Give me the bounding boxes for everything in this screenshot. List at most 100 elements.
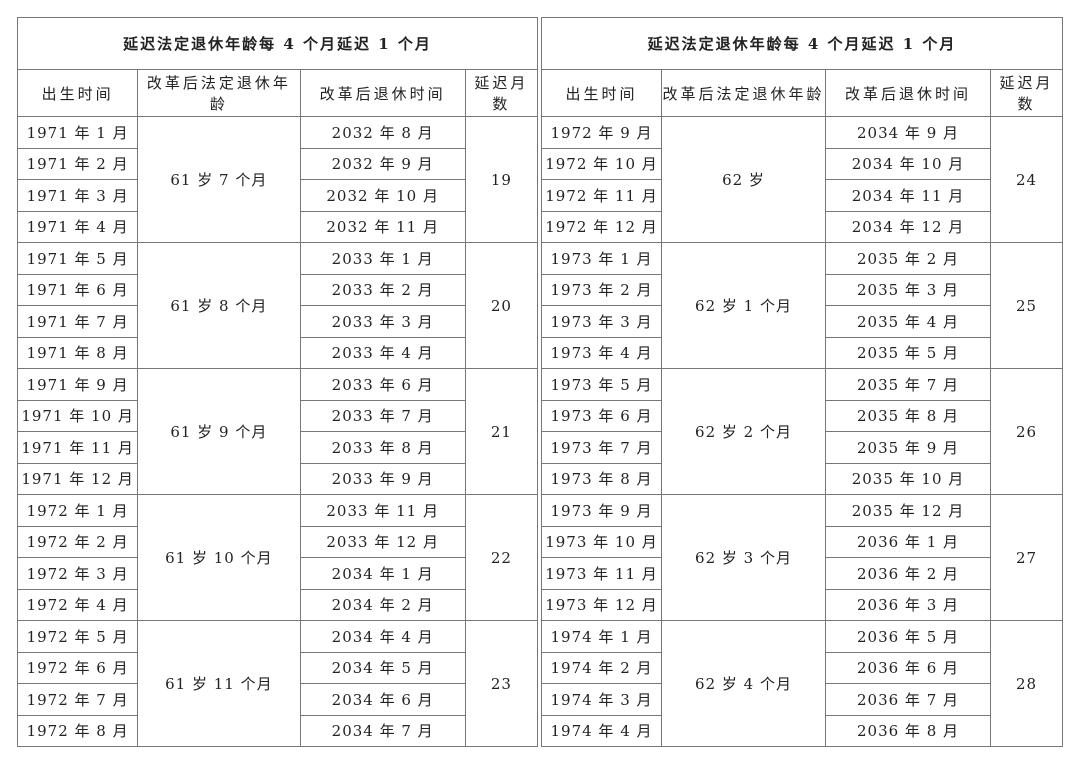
retirement-time-cell: 2034 年 10 月 <box>825 147 991 180</box>
birth-time-cell: 1971 年 10 月 <box>16 399 139 432</box>
retirement-time-cell: 2033 年 7 月 <box>299 399 466 432</box>
birth-time-cell: 1971 年 1 月 <box>16 116 139 149</box>
retirement-time-cell: 2034 年 12 月 <box>825 210 991 243</box>
table-row: 1973 年 1 月 62 岁 1 个月 2035 年 2 月 25 <box>541 242 1064 369</box>
delay-months-cell: 23 <box>464 620 539 747</box>
retirement-time-cell: 2035 年 10 月 <box>825 462 991 495</box>
birth-time-cell: 1974 年 1 月 <box>541 620 662 653</box>
header-retirement-time: 改革后退休时间 <box>299 69 466 117</box>
birth-time-cell: 1971 年 5 月 <box>16 242 139 275</box>
birth-time-cell: 1972 年 5 月 <box>16 620 139 653</box>
header-birth-time: 出生时间 <box>541 69 662 117</box>
table-row: 1973 年 8 月 2035 年 10 月 <box>541 462 1063 495</box>
retirement-age-cell: 62 岁 2 个月 <box>661 368 826 495</box>
table-title: 延迟法定退休年龄每 4 个月延迟 1 个月 <box>17 17 538 70</box>
retirement-age-cell: 62 岁 <box>661 116 826 243</box>
retirement-time-cell: 2035 年 8 月 <box>825 399 991 432</box>
table-row: 1971 年 4 月 2032 年 11 月 <box>16 210 538 243</box>
header-retirement-age: 改革后法定退休年龄 <box>661 69 826 117</box>
birth-time-cell: 1971 年 3 月 <box>16 179 139 212</box>
retirement-age-cell: 61 岁 11 个月 <box>137 620 301 747</box>
retirement-age-cell: 62 岁 3 个月 <box>661 494 826 621</box>
birth-time-cell: 1972 年 9 月 <box>541 116 662 149</box>
delay-months-cell: 25 <box>989 242 1064 369</box>
retirement-time-cell: 2032 年 11 月 <box>299 210 466 243</box>
retirement-time-cell: 2034 年 9 月 <box>825 116 991 149</box>
table-row: 1971 年 12 月 2033 年 9 月 <box>16 462 538 495</box>
table-row: 1972 年 2 月 2033 年 12 月 <box>16 525 538 558</box>
retirement-age-cell: 61 岁 7 个月 <box>137 116 301 243</box>
header-retirement-age: 改革后法定退休年龄 <box>137 69 301 117</box>
table-row: 1971 年 7 月 2033 年 3 月 <box>16 305 538 338</box>
header-delay-months: 延迟月数 <box>989 69 1064 117</box>
retirement-time-cell: 2036 年 7 月 <box>825 683 991 716</box>
birth-time-cell: 1972 年 6 月 <box>16 651 139 684</box>
retirement-time-cell: 2036 年 2 月 <box>825 557 991 590</box>
title-row: 延迟法定退休年龄每 4 个月延迟 1 个月 <box>17 17 538 70</box>
table-row: 1974 年 2 月 2036 年 6 月 <box>541 651 1063 684</box>
table-row: 1972 年 7 月 2034 年 6 月 <box>16 683 538 716</box>
birth-time-cell: 1973 年 6 月 <box>541 399 662 432</box>
table-row: 1971 年 6 月 2033 年 2 月 <box>16 273 538 306</box>
birth-time-cell: 1971 年 9 月 <box>16 368 139 401</box>
table-row: 1971 年 5 月 61 岁 8 个月 2033 年 1 月 20 <box>16 242 539 369</box>
retirement-time-cell: 2035 年 7 月 <box>825 368 991 401</box>
retirement-time-cell: 2033 年 8 月 <box>299 431 466 464</box>
delay-months-cell: 27 <box>989 494 1064 621</box>
retirement-time-cell: 2036 年 6 月 <box>825 651 991 684</box>
birth-time-cell: 1973 年 12 月 <box>541 588 662 621</box>
table-row: 1971 年 3 月 2032 年 10 月 <box>16 179 538 212</box>
birth-time-cell: 1974 年 2 月 <box>541 651 662 684</box>
retirement-time-cell: 2036 年 8 月 <box>825 714 991 747</box>
birth-time-cell: 1972 年 4 月 <box>16 588 139 621</box>
retirement-time-cell: 2032 年 8 月 <box>299 116 466 149</box>
birth-time-cell: 1972 年 8 月 <box>16 714 139 747</box>
table-row: 1971 年 2 月 2032 年 9 月 <box>16 147 538 180</box>
table-row: 1972 年 5 月 61 岁 11 个月 2034 年 4 月 23 <box>16 620 539 747</box>
table-row: 1972 年 4 月 2034 年 2 月 <box>16 588 538 621</box>
header-retirement-time: 改革后退休时间 <box>825 69 991 117</box>
retirement-time-cell: 2035 年 4 月 <box>825 305 991 338</box>
retirement-time-cell: 2033 年 6 月 <box>299 368 466 401</box>
table-row: 1971 年 1 月 61 岁 7 个月 2032 年 8 月 19 <box>16 116 539 243</box>
retirement-time-cell: 2035 年 2 月 <box>825 242 991 275</box>
retirement-time-cell: 2036 年 3 月 <box>825 588 991 621</box>
birth-time-cell: 1971 年 6 月 <box>16 273 139 306</box>
header-birth-time: 出生时间 <box>16 69 139 117</box>
retirement-table-left: 延迟法定退休年龄每 4 个月延迟 1 个月 出生时间 改革后法定退休年龄 改革后退休时… <box>16 17 539 747</box>
table-row: 1971 年 11 月 2033 年 8 月 <box>16 431 538 464</box>
delay-months-cell: 20 <box>464 242 539 369</box>
birth-time-cell: 1973 年 5 月 <box>541 368 662 401</box>
table-row: 1973 年 10 月 2036 年 1 月 <box>541 525 1063 558</box>
retirement-time-cell: 2034 年 7 月 <box>299 714 466 747</box>
birth-time-cell: 1973 年 1 月 <box>541 242 662 275</box>
table-row: 1972 年 6 月 2034 年 5 月 <box>16 651 538 684</box>
birth-time-cell: 1971 年 4 月 <box>16 210 139 243</box>
birth-time-cell: 1973 年 10 月 <box>541 525 662 558</box>
retirement-time-cell: 2034 年 5 月 <box>299 651 466 684</box>
birth-time-cell: 1973 年 8 月 <box>541 462 662 495</box>
retirement-time-cell: 2034 年 4 月 <box>299 620 466 653</box>
retirement-time-cell: 2032 年 9 月 <box>299 147 466 180</box>
retirement-time-cell: 2033 年 1 月 <box>299 242 466 275</box>
retirement-time-cell: 2035 年 12 月 <box>825 494 991 527</box>
retirement-age-cell: 62 岁 1 个月 <box>661 242 826 369</box>
birth-time-cell: 1973 年 9 月 <box>541 494 662 527</box>
retirement-tables: 延迟法定退休年龄每 4 个月延迟 1 个月 出生时间 改革后法定退休年龄 改革后退休时… <box>16 17 1064 747</box>
delay-months-cell: 24 <box>989 116 1064 243</box>
retirement-time-cell: 2034 年 2 月 <box>299 588 466 621</box>
retirement-time-cell: 2035 年 3 月 <box>825 273 991 306</box>
retirement-age-cell: 61 岁 9 个月 <box>137 368 301 495</box>
retirement-time-cell: 2035 年 9 月 <box>825 431 991 464</box>
title-row: 延迟法定退休年龄每 4 个月延迟 1 个月 <box>540 17 1064 70</box>
table-row: 1974 年 1 月 62 岁 4 个月 2036 年 5 月 28 <box>541 620 1064 747</box>
table-row: 1971 年 10 月 2033 年 7 月 <box>16 399 538 432</box>
retirement-time-cell: 2033 年 2 月 <box>299 273 466 306</box>
header-delay-months: 延迟月数 <box>464 69 539 117</box>
birth-time-cell: 1971 年 8 月 <box>16 336 139 369</box>
retirement-age-cell: 62 岁 4 个月 <box>661 620 826 747</box>
birth-time-cell: 1972 年 2 月 <box>16 525 139 558</box>
table-row: 1971 年 9 月 61 岁 9 个月 2033 年 6 月 21 <box>16 368 539 495</box>
retirement-time-cell: 2032 年 10 月 <box>299 179 466 212</box>
retirement-time-cell: 2034 年 11 月 <box>825 179 991 212</box>
